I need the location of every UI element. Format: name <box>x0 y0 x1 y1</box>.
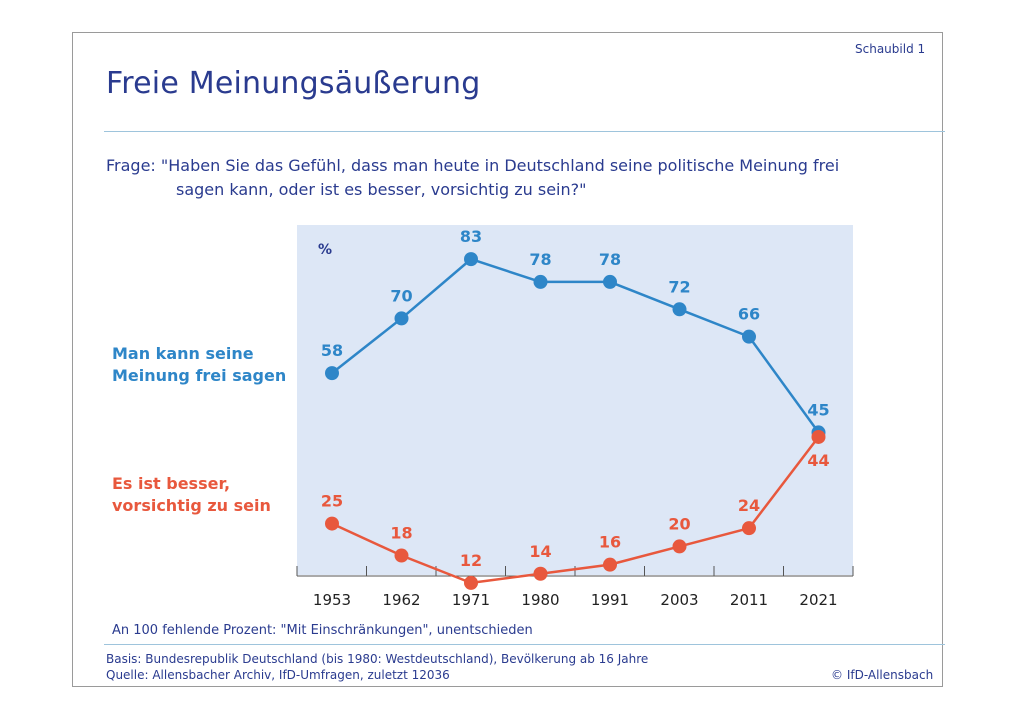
x-tick-label: 1962 <box>382 591 420 609</box>
data-label-red: 16 <box>599 533 621 552</box>
data-label-blue: 66 <box>738 305 760 324</box>
data-point-blue <box>464 252 478 267</box>
data-point-blue <box>742 329 756 344</box>
footnote: An 100 fehlende Prozent: "Mit Einschränk… <box>112 623 533 638</box>
x-tick-label: 2011 <box>730 591 768 609</box>
data-point-red <box>603 557 617 572</box>
x-tick-label: 2021 <box>799 591 837 609</box>
data-label-red: 12 <box>460 551 482 570</box>
page-title: Freie Meinungsäußerung <box>106 66 481 101</box>
data-point-blue <box>672 302 687 317</box>
x-tick-label: 1991 <box>591 591 629 609</box>
title-divider <box>104 131 945 132</box>
basis-note: Basis: Bundesrepublik Deutschland (bis 1… <box>106 652 649 666</box>
data-label-red: 44 <box>807 451 829 470</box>
data-label-red: 18 <box>390 524 412 543</box>
series-label-blue-line1: Man kann seine <box>112 344 254 363</box>
question-line-1: Frage: "Haben Sie das Gefühl, dass man h… <box>106 156 840 175</box>
data-label-blue: 83 <box>460 227 482 246</box>
copyright: © IfD-Allensbach <box>831 668 934 682</box>
series-line-blue <box>331 257 820 434</box>
x-tick-label: 1971 <box>452 591 490 609</box>
data-point-red <box>325 516 339 531</box>
data-label-blue: 78 <box>599 250 621 269</box>
page-frame <box>72 32 943 687</box>
data-label-red: 24 <box>738 496 760 515</box>
data-label-red: 20 <box>668 514 690 533</box>
series-line-red <box>331 436 820 585</box>
series-label-blue-line2: Meinung frei sagen <box>112 366 287 385</box>
data-label-blue: 78 <box>529 250 551 269</box>
data-point-blue <box>325 366 339 381</box>
figure-number: Schaubild 1 <box>855 42 926 56</box>
series-label-red: Es ist besser, vorsichtig zu sein <box>112 473 271 517</box>
series-label-blue: Man kann seine Meinung frei sagen <box>112 343 286 387</box>
data-point-blue <box>603 274 617 289</box>
data-label-red: 25 <box>321 492 343 511</box>
question-line-2: sagen kann, oder ist es besser, vorsicht… <box>176 180 587 199</box>
data-point-blue <box>533 274 548 289</box>
data-point-red <box>742 521 756 536</box>
data-point-red <box>464 575 478 590</box>
x-tick-label: 2003 <box>660 591 698 609</box>
data-label-blue: 45 <box>807 400 829 419</box>
data-point-red <box>394 548 409 563</box>
plot-area <box>297 225 853 575</box>
y-axis-unit-label: % <box>318 242 332 258</box>
x-tick-label: 1980 <box>521 591 559 609</box>
data-label-blue: 58 <box>321 341 343 360</box>
data-point-blue <box>394 311 409 326</box>
footer-divider <box>104 644 945 645</box>
data-point-red <box>811 429 826 444</box>
x-tick-label: 1953 <box>313 591 351 609</box>
data-label-red: 14 <box>529 542 551 561</box>
series-label-red-line2: vorsichtig zu sein <box>112 496 271 515</box>
series-label-red-line1: Es ist besser, <box>112 474 231 493</box>
data-label-blue: 72 <box>668 277 690 296</box>
data-point-red <box>672 539 687 554</box>
data-label-blue: 70 <box>390 286 412 305</box>
data-point-red <box>533 566 548 581</box>
source-note: Quelle: Allensbacher Archiv, IfD-Umfrage… <box>106 668 450 682</box>
